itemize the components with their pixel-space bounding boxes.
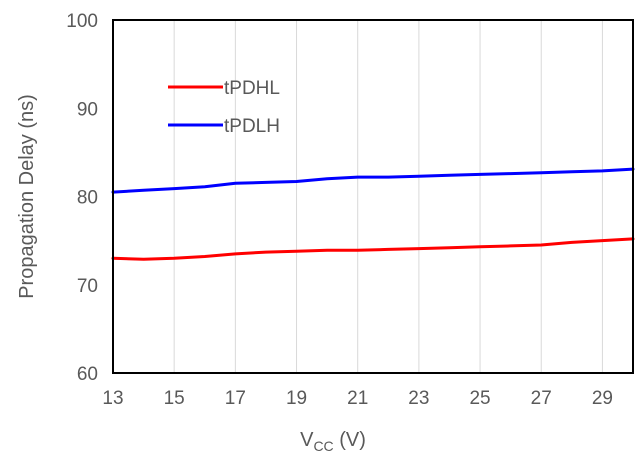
x-tick-label: 15 (164, 388, 185, 409)
y-tick-label: 90 (77, 99, 98, 120)
x-tick-label: 25 (469, 388, 490, 409)
y-axis-title: Propagation Delay (ns) (16, 94, 38, 299)
x-tick-label: 21 (347, 388, 368, 409)
x-tick-label: 17 (225, 388, 246, 409)
x-tick-labels: 13 15 17 19 21 23 25 27 29 (102, 388, 613, 409)
x-tick-label: 27 (531, 388, 552, 409)
legend: tPDHL tPDLH (168, 78, 280, 137)
x-tick-label: 29 (592, 388, 613, 409)
x-tick-label: 23 (408, 388, 429, 409)
plot-area-border (112, 19, 634, 374)
x-axis-title-subscript: CC (313, 438, 333, 454)
legend-label-tPDLH: tPDLH (224, 116, 280, 137)
x-axis-title: VCC (V) (300, 429, 366, 454)
series-line-tPDHL (111, 237, 635, 261)
y-tick-label: 80 (77, 188, 98, 209)
x-tick-label: 19 (286, 388, 307, 409)
series-lines (111, 167, 635, 261)
y-tick-label: 60 (77, 364, 98, 385)
y-tick-labels: 60 70 80 90 100 (66, 11, 98, 385)
y-tick-label: 100 (66, 11, 98, 32)
x-axis-title-unit: (V) (334, 429, 366, 451)
gridlines (173, 20, 603, 373)
legend-label-tPDHL: tPDHL (224, 78, 280, 99)
y-tick-label: 70 (77, 276, 98, 297)
x-axis-title-main: V (300, 429, 314, 451)
x-tick-label: 13 (102, 388, 123, 409)
series-line-tPDLH (111, 167, 635, 194)
